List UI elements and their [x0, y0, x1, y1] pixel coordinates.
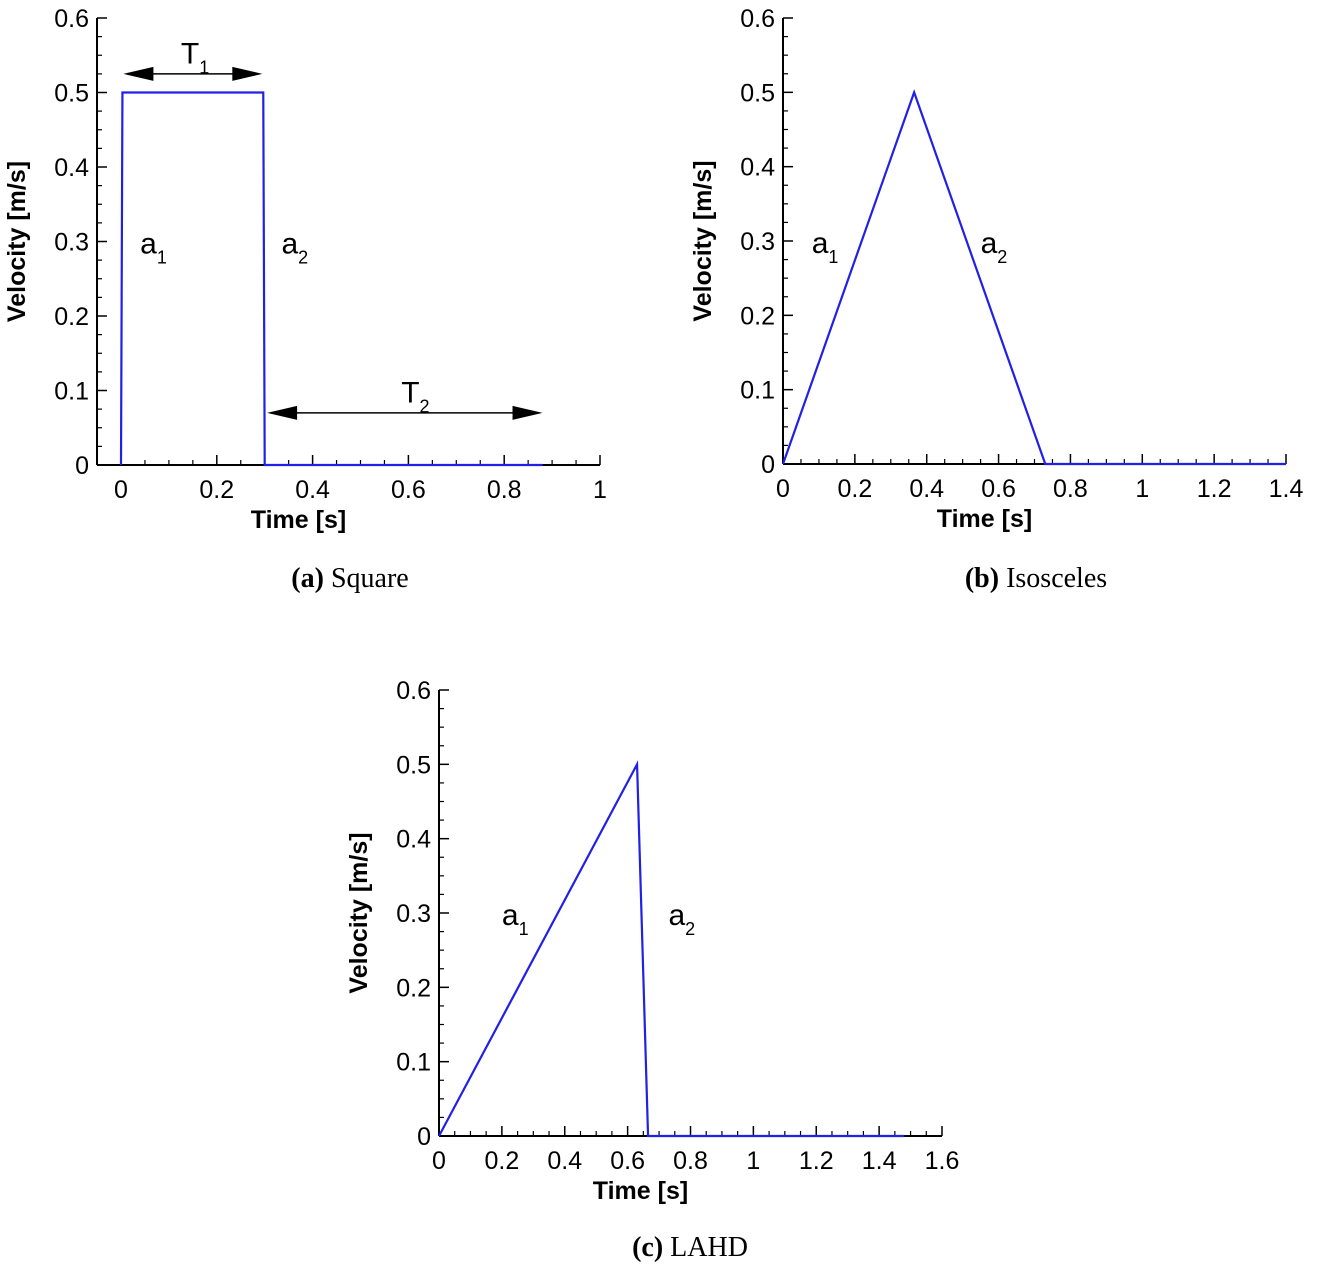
x-axis-title: Time [s]: [593, 1177, 688, 1205]
caption-tag: (a): [291, 563, 324, 594]
y-tick-label: 0.1: [740, 377, 775, 405]
y-tick-label: 0.5: [740, 79, 775, 107]
annotation-label: a1: [502, 899, 529, 939]
x-tick-label: 0.8: [1053, 475, 1088, 503]
plot-3: 0 0.2 0.4 0.6 0.8 1 1.2 1.4 1.6 0 0.1 0.2 0.3 0.4 0.5 0…: [345, 677, 959, 1205]
x-tick-label: 0.6: [981, 475, 1016, 503]
y-tick-label: 0.3: [54, 229, 89, 257]
plot-1: 0 0.2 0.4 0.6 0.8 1 0 0.1 0.2 0.3 0.4 0.5 0.6 Time [s…: [3, 5, 607, 534]
annotation-label: a2: [668, 899, 695, 939]
y-tick-label: 0: [417, 1123, 431, 1151]
y-tick-label: 0.1: [396, 1049, 431, 1077]
annotation-label: T1: [181, 38, 209, 78]
plot-2: 0 0.2 0.4 0.6 0.8 1 1.2 1.400.10.20.30.40.50.6T…: [689, 5, 1303, 533]
y-tick-label: 0: [75, 452, 89, 480]
annotation-label: a1: [140, 228, 167, 268]
x-tick-label: 1.6: [925, 1147, 960, 1175]
x-tick-label: 1.4: [1269, 475, 1304, 503]
velocity-series-line: [781, 89, 1286, 466]
y-axis-title: Velocity [m/s]: [345, 832, 373, 993]
x-tick-label: 0.4: [909, 475, 944, 503]
x-tick-label: 0.2: [484, 1147, 519, 1175]
arrow-head-left: [267, 405, 298, 420]
x-tick-label: 0: [432, 1147, 446, 1175]
y-tick-label: 0.5: [396, 751, 431, 779]
caption-tag: (c): [632, 1232, 664, 1263]
x-axis-title: Time [s]: [937, 505, 1032, 533]
y-tick-label: 0.1: [54, 378, 89, 406]
annotation-label: a2: [981, 227, 1008, 267]
x-tick-label: 0.8: [673, 1147, 708, 1175]
x-tick-label: 1.2: [799, 1147, 834, 1175]
arrow-head-right: [512, 405, 543, 420]
y-tick-label: 0.5: [54, 80, 89, 108]
y-tick-label: 0.3: [396, 900, 431, 928]
x-tick-label: 1: [1135, 475, 1149, 503]
velocity-series-line: [119, 91, 543, 467]
x-tick-label: 0.4: [547, 1147, 582, 1175]
caption-lahd: (c) LAHD: [632, 1232, 748, 1264]
arrow-head-right: [232, 66, 263, 81]
y-axis-title: Velocity [m/s]: [689, 160, 717, 321]
x-tick-label: 1: [746, 1147, 760, 1175]
velocity-series-line: [438, 760, 905, 1138]
caption-text: Square: [330, 563, 409, 594]
y-tick-label: 0.6: [740, 5, 775, 33]
x-tick-label: 0.6: [610, 1147, 645, 1175]
annotation-label: T2: [401, 377, 429, 417]
x-tick-label: 1: [593, 476, 607, 504]
y-axis-title: Velocity [m/s]: [3, 161, 31, 322]
y-tick-label: 0.6: [396, 677, 431, 705]
x-tick-label: 0: [776, 475, 790, 503]
y-tick-label: 0.2: [54, 303, 89, 331]
caption-tag: (b): [964, 563, 1000, 594]
caption-isosceles: (b) Isosceles: [965, 563, 1107, 595]
arrow-head-left: [123, 66, 154, 81]
y-tick-label: 0.4: [740, 154, 775, 182]
y-tick-label: 0.6: [54, 5, 89, 33]
caption-square: (a) Square: [291, 563, 408, 595]
y-tick-label: 0.4: [54, 154, 89, 182]
x-tick-label: 1.4: [862, 1147, 897, 1175]
x-tick-label: 0.6: [391, 476, 426, 504]
y-tick-label: 0.4: [396, 826, 431, 854]
x-tick-label: 0: [114, 476, 128, 504]
caption-text: Isosceles: [1006, 563, 1108, 594]
annotation-label: a2: [281, 228, 308, 268]
y-tick-label: 0.2: [740, 302, 775, 330]
y-tick-label: 0.3: [740, 228, 775, 256]
x-tick-label: 1.2: [1197, 475, 1232, 503]
x-tick-label: 0.2: [837, 475, 872, 503]
y-tick-label: 0: [761, 451, 775, 479]
caption-text: LAHD: [670, 1232, 748, 1263]
x-axis-title: Time [s]: [251, 506, 346, 534]
x-tick-label: 0.4: [295, 476, 330, 504]
x-tick-label: 0.2: [199, 476, 234, 504]
x-tick-label: 0.8: [487, 476, 522, 504]
y-tick-label: 0.2: [396, 974, 431, 1002]
annotation-label: a1: [812, 227, 839, 267]
